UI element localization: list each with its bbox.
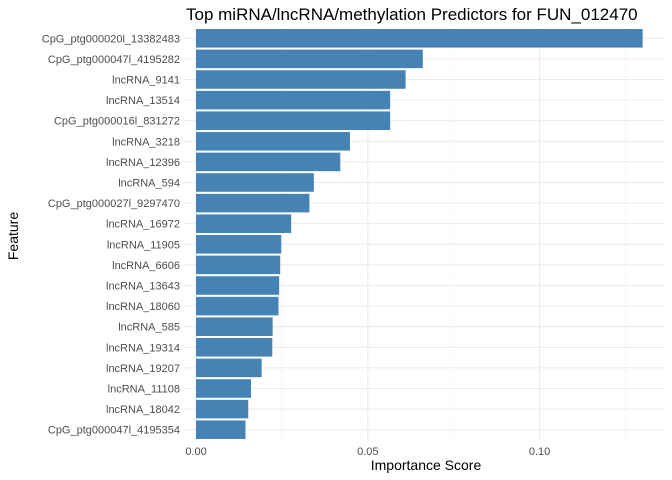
y-tick-label: lncRNA_3218 [112,136,180,148]
y-tick-label: lncRNA_19207 [106,363,180,375]
x-tick-labels: 0.00 0.05 0.10 [185,446,550,458]
y-tick-label: lncRNA_9141 [112,75,180,87]
bar [196,255,281,275]
y-tick-label: lncRNA_16972 [106,219,180,231]
y-tick-label: CpG_ptg000047l_4195354 [48,425,180,437]
bar [196,420,246,439]
y-tick-label: CpG_ptg000027l_9297470 [48,198,180,210]
y-tick-label: lncRNA_18042 [106,404,180,416]
x-axis-title: Importance Score [371,457,482,473]
y-tick-label: CpG_ptg000020l_13382483 [42,33,180,45]
bar [196,132,350,151]
y-tick-label: lncRNA_12396 [106,157,180,169]
bar [196,49,423,69]
grid [184,28,665,440]
bar [196,29,643,48]
y-tick-label: CpG_ptg000047l_4195282 [48,54,180,66]
bar [196,193,310,213]
x-tick-label: 0.05 [357,446,378,458]
y-axis-title: Feature [5,212,21,260]
y-tick-label: lncRNA_11108 [108,384,180,396]
bar [196,90,391,110]
bar [196,214,292,233]
y-tick-label: lncRNA_19314 [106,342,180,354]
y-tick-labels: CpG_ptg000020l_13382483 CpG_ptg000047l_41… [42,33,180,436]
bar [196,296,279,316]
y-tick-label: lncRNA_13643 [106,281,180,293]
y-tick-label: lncRNA_6606 [112,260,180,272]
y-tick-label: lncRNA_11905 [107,239,180,251]
bar [196,317,273,336]
x-tick-label: 0.00 [185,446,206,458]
bar [196,358,262,378]
bars [196,29,643,439]
bar [196,111,391,130]
y-tick-label: lncRNA_13514 [106,95,180,107]
x-tick-label: 0.10 [529,446,550,458]
chart-title: Top miRNA/lncRNA/methylation Predictors … [186,5,638,24]
y-tick-label: lncRNA_594 [118,178,180,190]
bar [196,399,249,419]
bar [196,235,282,254]
bar [196,338,273,357]
y-tick-label: lncRNA_18060 [106,301,180,313]
bar [196,276,280,295]
bar [196,379,251,398]
bar [196,70,406,89]
y-tick-label: lncRNA_585 [118,322,180,334]
y-tick-label: CpG_ptg000016l_831272 [54,116,180,128]
bar [196,173,314,192]
bar [196,152,341,172]
